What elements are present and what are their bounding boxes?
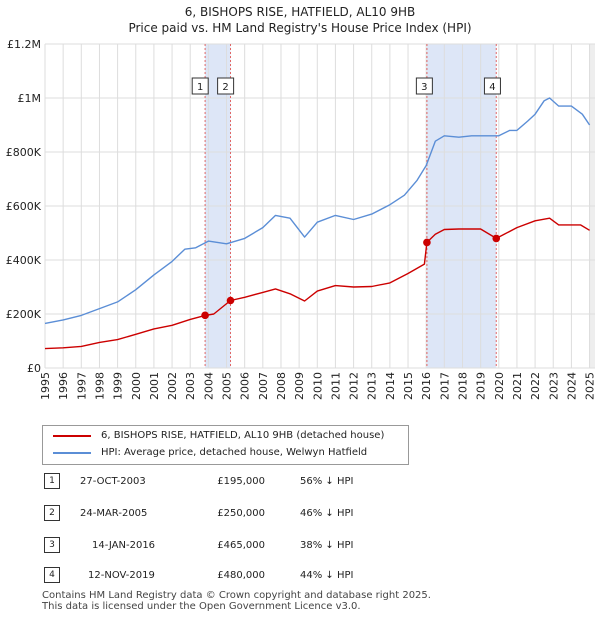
footer-copyright: Contains HM Land Registry data © Crown c… — [42, 590, 431, 601]
x-tick-label: 2010 — [311, 372, 324, 400]
transaction-price: £480,000 — [217, 570, 265, 581]
legend-swatch-property — [53, 435, 91, 437]
x-tick-label: 2007 — [257, 372, 270, 400]
footer: Contains HM Land Registry data © Crown c… — [42, 590, 431, 612]
sale-label-number: 1 — [197, 82, 203, 93]
transaction-hpi: 38% ↓ HPI — [300, 540, 354, 551]
transaction-date: 27-OCT-2003 — [80, 476, 146, 487]
sale-point — [226, 296, 235, 305]
x-tick-label: 2021 — [511, 372, 524, 400]
x-tick-label: 1996 — [57, 372, 70, 400]
x-tick-label: 2013 — [366, 372, 379, 400]
hpi-line — [44, 97, 591, 325]
price-chart: 1 2 3 4 £0 £200K £400K £600K £800K £1M £1.2M 1995 1… — [6, 38, 597, 400]
x-tick-label: 1999 — [112, 372, 125, 400]
sale-label-box: 3 — [415, 77, 433, 95]
sale-label-frame — [191, 77, 209, 95]
transaction-date: 12-NOV-2019 — [88, 570, 155, 581]
transaction-price: £250,000 — [217, 508, 265, 519]
legend: 6, BISHOPS RISE, HATFIELD, AL10 9HB (det… — [42, 425, 409, 465]
x-tick-label: 2006 — [239, 372, 252, 400]
y-tick-label: £800K — [6, 146, 42, 159]
transaction-hpi: 56% ↓ HPI — [300, 476, 354, 487]
sale-point — [423, 238, 431, 247]
x-tick-label: 2016 — [420, 372, 433, 400]
y-tick-label: £200K — [6, 308, 42, 321]
footer-license: This data is licensed under the Open Gov… — [42, 601, 361, 612]
sale-label-box: 4 — [483, 77, 501, 95]
x-tick-label: 2020 — [493, 372, 506, 400]
sale-label-frame — [217, 77, 235, 95]
transaction-row: 2 24-MAR-2005 £250,000 46% ↓ HPI — [0, 505, 600, 523]
legend-label: 6, BISHOPS RISE, HATFIELD, AL10 9HB (det… — [101, 430, 385, 441]
sale-label-number: 3 — [421, 82, 427, 93]
x-tick-label: 2012 — [348, 372, 361, 400]
legend-label: HPI: Average price, detached house, Welw… — [101, 447, 368, 458]
x-tick-label: 2025 — [584, 372, 597, 400]
x-tick-label: 2022 — [529, 372, 542, 400]
x-tick-label: 2009 — [293, 372, 306, 400]
x-tick-label: 2018 — [456, 372, 469, 400]
chart-subtitle: Price paid vs. HM Land Registry's House … — [128, 21, 472, 35]
sale-point — [201, 311, 209, 320]
sale-point — [492, 234, 501, 243]
transaction-date: 14-JAN-2016 — [92, 540, 156, 551]
transaction-row: 4 12-NOV-2019 £480,000 44% ↓ HPI — [0, 567, 600, 585]
x-tick-label: 2017 — [438, 372, 451, 400]
transaction-number: 3 — [44, 537, 60, 553]
sale-label-box: 1 — [191, 77, 209, 95]
sale-label-box: 2 — [217, 77, 235, 95]
transaction-number: 4 — [44, 567, 60, 583]
sale-label-frame — [483, 77, 501, 95]
chart-title: 6, BISHOPS RISE, HATFIELD, AL10 9HB — [184, 5, 416, 19]
x-tick-label: 2000 — [130, 372, 143, 400]
y-tick-label: £0 — [27, 362, 41, 375]
x-tick-label: 2014 — [384, 372, 397, 400]
x-tick-label: 2011 — [329, 372, 342, 400]
transaction-number: 1 — [44, 473, 60, 489]
y-tick-label: £600K — [6, 200, 42, 213]
x-tick-label: 2019 — [475, 372, 488, 400]
legend-swatch-hpi — [53, 452, 91, 454]
x-tick-label: 2004 — [202, 372, 215, 400]
x-tick-label: 2002 — [166, 372, 179, 400]
x-tick-label: 2001 — [148, 372, 161, 400]
transaction-number: 2 — [44, 505, 60, 521]
y-tick-label: £1M — [18, 92, 42, 105]
y-tick-label: £1.2M — [7, 38, 41, 51]
x-tick-label: 2015 — [402, 372, 415, 400]
property-price-line — [44, 217, 590, 350]
x-tick-label: 2005 — [221, 372, 234, 400]
sale-label-number: 4 — [489, 82, 495, 93]
transaction-price: £465,000 — [217, 540, 265, 551]
transaction-hpi: 46% ↓ HPI — [300, 508, 354, 519]
x-tick-label: 2008 — [275, 372, 288, 400]
transaction-row: 3 14-JAN-2016 £465,000 38% ↓ HPI — [0, 537, 600, 555]
transaction-hpi: 44% ↓ HPI — [300, 570, 354, 581]
sale-label-number: 2 — [222, 82, 228, 93]
transaction-row: 1 27-OCT-2003 £195,000 56% ↓ HPI — [0, 473, 600, 491]
x-tick-label: 2003 — [184, 372, 197, 400]
x-tick-label: 1995 — [39, 372, 52, 400]
transaction-price: £195,000 — [217, 476, 265, 487]
y-tick-label: £400K — [6, 254, 42, 267]
x-tick-label: 1997 — [75, 372, 88, 400]
x-tick-label: 1998 — [93, 372, 106, 400]
sale-label-frame — [415, 77, 433, 95]
x-tick-label: 2023 — [547, 372, 560, 400]
x-tick-label: 2024 — [565, 372, 578, 400]
transaction-date: 24-MAR-2005 — [80, 508, 148, 519]
